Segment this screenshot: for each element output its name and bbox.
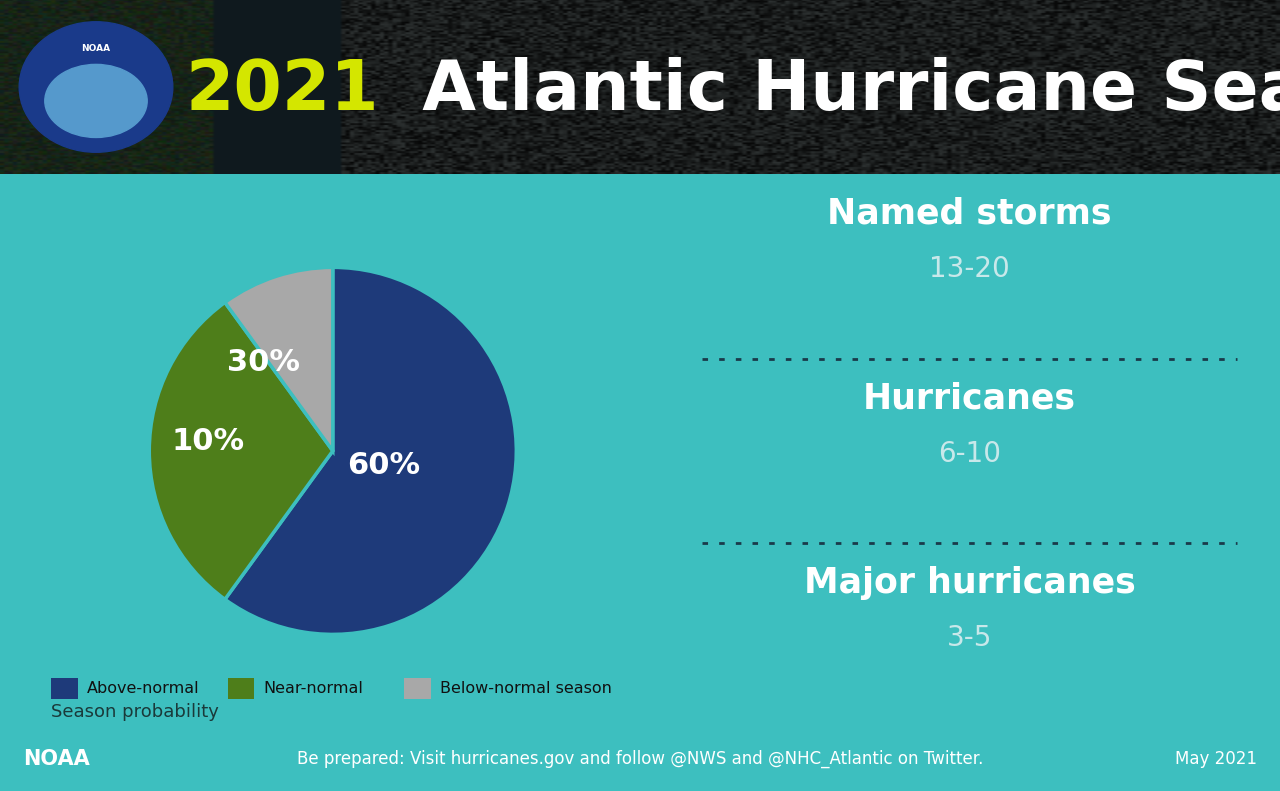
Text: 10%: 10% <box>172 427 244 456</box>
Wedge shape <box>150 302 333 600</box>
Text: Hurricanes: Hurricanes <box>863 381 1076 415</box>
Text: 60%: 60% <box>348 451 421 480</box>
Text: 13-20: 13-20 <box>929 255 1010 283</box>
Ellipse shape <box>45 64 147 138</box>
Text: Above-normal: Above-normal <box>87 681 200 696</box>
Text: NOAA: NOAA <box>82 44 110 53</box>
Text: Atlantic Hurricane Season Outlook: Atlantic Hurricane Season Outlook <box>398 57 1280 124</box>
Text: 30%: 30% <box>227 348 300 377</box>
Text: Season probability: Season probability <box>51 703 219 721</box>
Text: Near-normal: Near-normal <box>264 681 364 696</box>
Text: May 2021: May 2021 <box>1175 751 1257 768</box>
Ellipse shape <box>19 21 173 152</box>
Text: Named storms: Named storms <box>827 197 1112 231</box>
Text: NOAA: NOAA <box>23 749 90 770</box>
Text: 6-10: 6-10 <box>938 440 1001 467</box>
Wedge shape <box>225 267 333 451</box>
Text: Be prepared: Visit hurricanes.gov and follow @NWS and @NHC_Atlantic on Twitter.: Be prepared: Visit hurricanes.gov and fo… <box>297 750 983 769</box>
Bar <box>404 678 431 699</box>
Text: 2021: 2021 <box>186 57 379 124</box>
Bar <box>228 678 255 699</box>
Bar <box>51 678 78 699</box>
Text: 3-5: 3-5 <box>947 624 992 653</box>
Text: Below-normal season: Below-normal season <box>440 681 612 696</box>
Text: Major hurricanes: Major hurricanes <box>804 566 1135 600</box>
Wedge shape <box>225 267 516 634</box>
